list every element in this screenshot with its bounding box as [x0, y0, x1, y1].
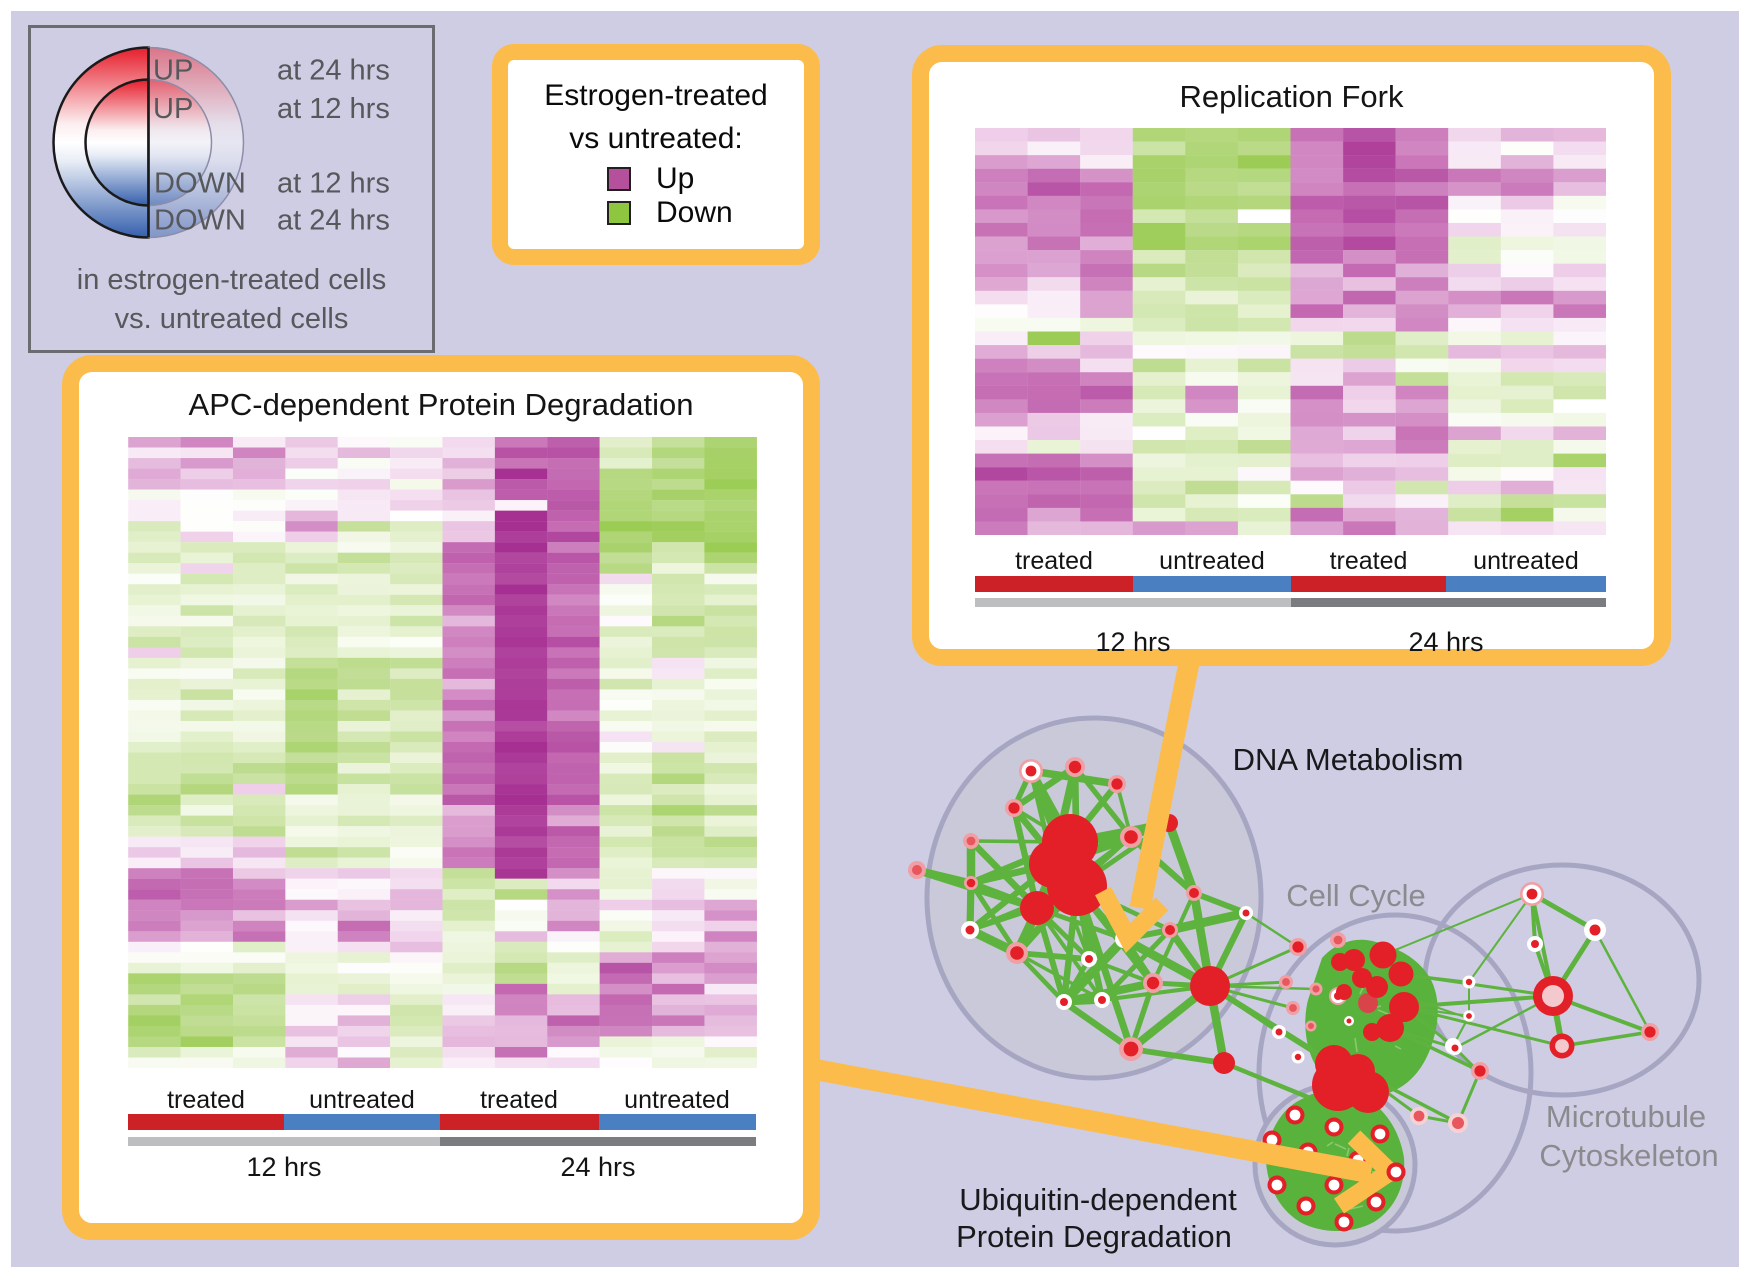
svg-text:DOWN: DOWN	[154, 168, 246, 200]
svg-text:UP: UP	[153, 55, 193, 87]
svg-text:at 24 hrs: at 24 hrs	[277, 55, 390, 87]
svg-text:at 12 hrs: at 12 hrs	[277, 168, 390, 200]
svg-text:UP: UP	[153, 93, 193, 125]
svg-text:DOWN: DOWN	[154, 205, 246, 237]
svg-text:Microtubule: Microtubule	[1546, 1099, 1706, 1134]
svg-text:vs. untreated cells: vs. untreated cells	[115, 303, 349, 335]
svg-text:Cytoskeleton: Cytoskeleton	[1539, 1138, 1718, 1173]
svg-text:Ubiquitin-dependent: Ubiquitin-dependent	[959, 1182, 1237, 1217]
svg-text:Cell Cycle: Cell Cycle	[1286, 878, 1426, 913]
svg-text:DNA Metabolism: DNA Metabolism	[1233, 742, 1464, 777]
svg-text:at 24 hrs: at 24 hrs	[277, 205, 390, 237]
svg-text:Protein Degradation: Protein Degradation	[956, 1219, 1232, 1254]
svg-text:at 12 hrs: at 12 hrs	[277, 93, 390, 125]
svg-text:in estrogen-treated cells: in estrogen-treated cells	[77, 264, 387, 296]
